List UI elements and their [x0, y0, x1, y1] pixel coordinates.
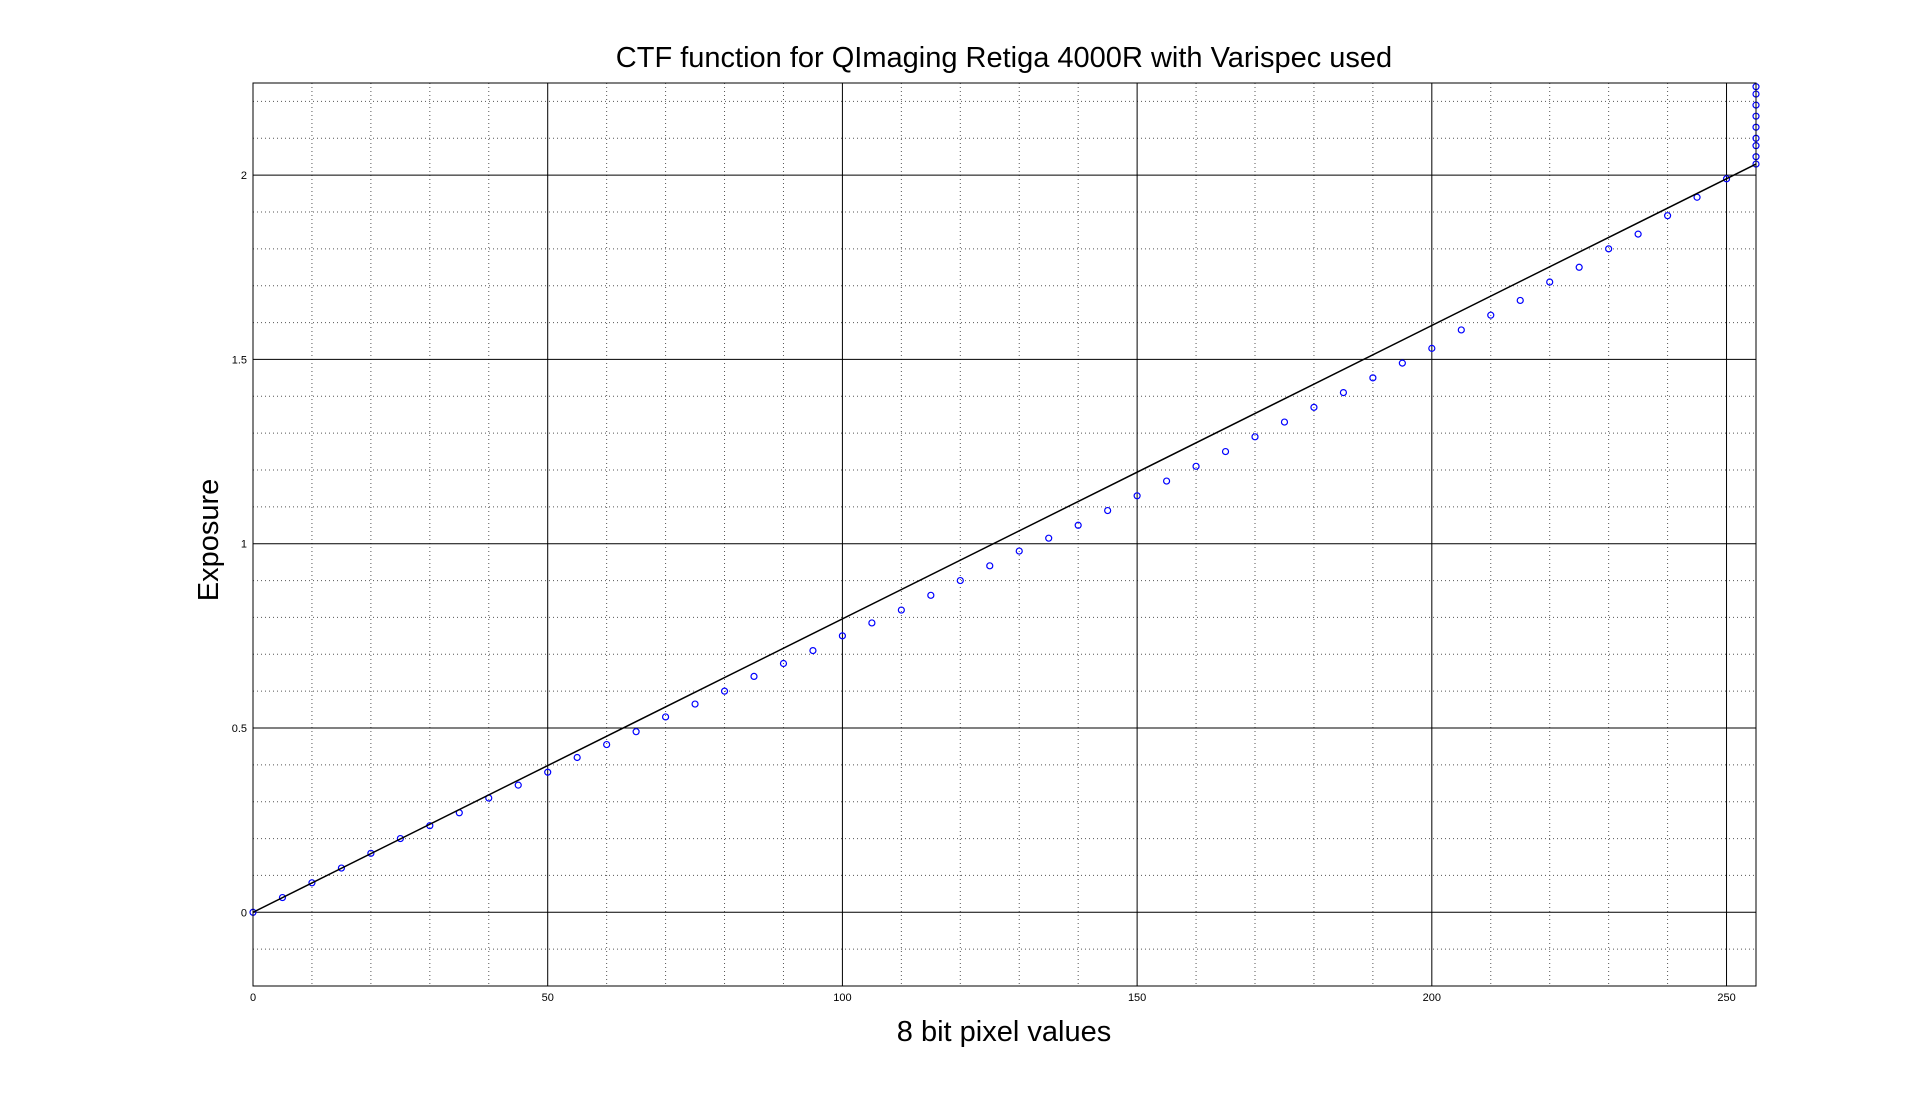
data-point [632, 728, 640, 736]
data-point [573, 753, 581, 762]
data-point [1428, 344, 1436, 352]
data-point [337, 864, 346, 872]
data-point [661, 713, 670, 721]
data-point [779, 659, 788, 668]
data-point [1398, 359, 1406, 367]
data-point [750, 672, 758, 681]
x-tick-label: 0 [250, 992, 256, 1004]
y-tick-label: 0 [241, 907, 247, 919]
data-point [927, 591, 935, 599]
y-tick-label: 1 [241, 539, 247, 551]
x-tick-label: 50 [542, 992, 554, 1004]
plot-frame [252, 82, 1757, 987]
chart-title: CTF function for QImaging Retiga 4000R w… [616, 42, 1392, 74]
data-point [1133, 492, 1141, 500]
data-point [514, 781, 522, 789]
data-point [1605, 245, 1613, 253]
data-point [956, 576, 964, 585]
data-point [367, 849, 375, 857]
data-point [1045, 534, 1053, 542]
data-point [1280, 418, 1289, 426]
y-axis-label: Exposure [193, 479, 225, 602]
x-tick-label: 100 [833, 992, 851, 1004]
y-tick-label: 0.5 [232, 723, 247, 735]
data-point [868, 619, 876, 627]
x-tick-label: 250 [1717, 992, 1735, 1004]
data-point [396, 834, 404, 843]
data-point [1722, 175, 1731, 183]
data-point [1015, 547, 1023, 555]
data-point [838, 632, 847, 640]
data-point [1310, 403, 1318, 411]
data-point [809, 646, 817, 655]
fit-line [252, 163, 1757, 913]
data-points [249, 83, 1760, 916]
data-point [1546, 278, 1554, 286]
data-point [897, 606, 905, 614]
data-point [278, 893, 287, 902]
tick-labels: 0 50 100 150 200 250 0 0.5 1 1.5 2 [232, 170, 1736, 1004]
data-point [720, 687, 729, 695]
y-tick-label: 2 [241, 170, 247, 182]
data-point [1339, 389, 1348, 397]
data-point [691, 700, 699, 708]
data-point [1162, 477, 1171, 485]
y-tick-label: 1.5 [232, 354, 247, 366]
x-tick-label: 150 [1128, 992, 1146, 1004]
data-point [1104, 506, 1112, 515]
data-point [1369, 374, 1377, 382]
data-point [1634, 230, 1642, 238]
data-point [1251, 433, 1259, 441]
data-point [1192, 462, 1200, 470]
data-point [1516, 296, 1524, 305]
data-point [1457, 326, 1465, 334]
data-point [986, 562, 994, 570]
data-point [544, 768, 552, 776]
x-axis-label: 8 bit pixel values [897, 1016, 1111, 1048]
data-point [1663, 212, 1672, 220]
data-point [1487, 311, 1495, 319]
data-point [603, 740, 611, 749]
plot-area [253, 83, 1756, 986]
data-point [1575, 263, 1583, 271]
x-tick-label: 200 [1423, 992, 1441, 1004]
data-point [1074, 521, 1082, 529]
data-point [1221, 447, 1230, 456]
data-point [308, 879, 316, 887]
